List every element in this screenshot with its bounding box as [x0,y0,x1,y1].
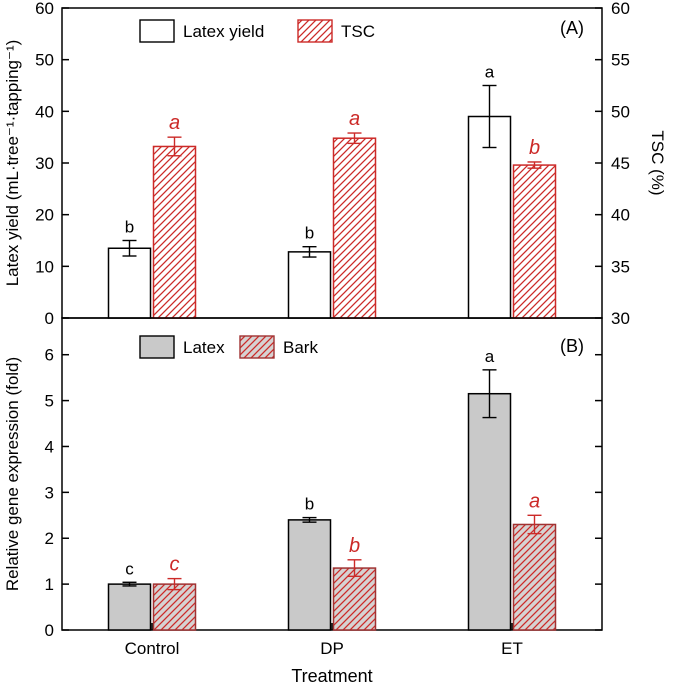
bar-latex-dp [287,519,332,631]
bar-latex-yield-et [467,115,512,319]
bar-tsc-dp [332,137,377,319]
significance-letter: c [125,559,134,578]
right-axis-tick-label: 30 [611,309,630,328]
significance-letter: b [125,218,134,237]
panel-label: (A) [560,18,584,38]
bar-bark-dp [332,567,377,631]
left-axis-tick-label: 60 [35,0,54,18]
left-axis-tick-label: 50 [35,51,54,70]
left-axis-tick-label: 10 [35,257,54,276]
panel-b: 0 1 2 3 4 5 6 c b a c b a Latex Bark (B) Control DP ET Rela… [3,317,603,658]
left-axis-tick-label: 0 [45,309,54,328]
left-axis-tick-label: 3 [45,483,54,502]
significance-letter: b [305,224,314,243]
legend-swatch-bark [239,335,275,359]
bar-latex-control [107,583,152,631]
left-axis-tick-label: 40 [35,102,54,121]
right-axis-tick-label: 60 [611,0,630,18]
x-axis-tick-label: Control [125,639,180,658]
left-axis-tick-label: 1 [45,575,54,594]
significance-letter: a [485,347,495,366]
left-axis-tick-label: 30 [35,154,54,173]
x-axis-title: Treatment [291,666,372,686]
right-axis-title: TSC (%) [648,130,667,195]
significance-letter: c [170,554,180,576]
panel-label: (B) [560,336,584,356]
panel-a: 0 10 20 30 40 50 60 30 35 40 45 50 55 60 b b a a a b Latex y… [3,0,667,328]
left-axis-tick-label: 2 [45,529,54,548]
significance-letter: b [305,495,314,514]
significance-letter: a [485,63,495,82]
bar-tsc-et [512,164,557,319]
bar-latex-et [467,392,512,631]
legend-label: Bark [283,338,318,357]
right-axis-tick-label: 40 [611,206,630,225]
x-axis-tick-label: ET [501,639,523,658]
bar-latex-yield-dp [287,251,332,319]
x-axis-tick-label: DP [320,639,344,658]
left-axis-title: Latex yield (mL·tree⁻¹·tapping⁻¹) [3,40,22,287]
bar-tsc-control [152,145,197,319]
left-axis-tick-label: 0 [45,621,54,640]
right-axis-tick-label: 45 [611,154,630,173]
significance-letter: b [349,535,360,557]
right-axis-tick-label: 35 [611,257,630,276]
legend-label: Latex yield [183,22,264,41]
legend-swatch-latex [139,335,175,359]
bar-bark-control [152,583,197,631]
bar-bark-et [512,523,557,631]
left-axis-title: Relative gene expression (fold) [3,357,22,591]
significance-letter: a [529,490,540,512]
left-axis-tick-label: 4 [45,437,54,456]
legend-swatch-tsc [297,19,333,43]
bar-latex-yield-control [107,247,152,319]
right-axis-tick-label: 50 [611,102,630,121]
significance-letter: a [349,108,360,130]
significance-letter: b [529,137,540,159]
left-axis-tick-label: 5 [45,392,54,411]
significance-letter: a [169,112,180,134]
legend-swatch-latex-yield [139,19,175,43]
right-axis-tick-label: 55 [611,51,630,70]
legend-label: Latex [183,338,225,357]
left-axis-tick-label: 20 [35,206,54,225]
legend-label: TSC [341,22,375,41]
left-axis-tick-label: 6 [45,346,54,365]
